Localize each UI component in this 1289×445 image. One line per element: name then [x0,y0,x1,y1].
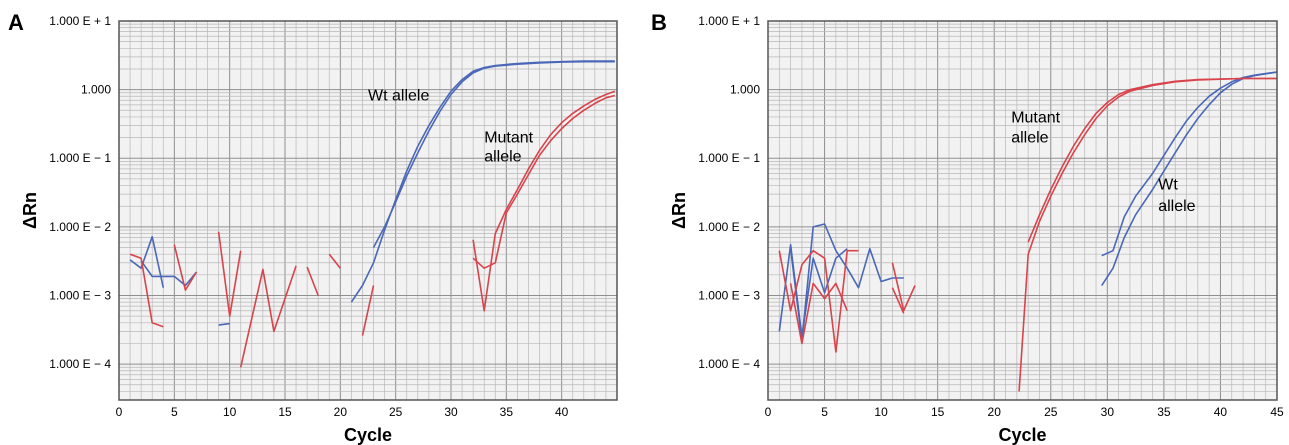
mutant-series-line [472,90,616,312]
y-tick-label: 1.000 E − 1 [49,151,111,165]
wt-series-line [372,60,615,248]
x-tick-label: 35 [500,405,514,419]
y-tick-label: 1.000 [81,83,111,97]
series-annotation: Mutant [1011,110,1060,127]
mutant-series-line [239,265,297,368]
wt-series-line [1101,71,1278,257]
y-tick-label: 1.000 [730,83,760,97]
panel-a-plot-area [119,21,617,400]
mutant-series-line [306,266,319,296]
panel-b-letter: B [651,10,667,35]
x-tick-label: 45 [1270,405,1284,419]
mutant-series-line [472,94,616,270]
y-tick-label: 1.000 E − 4 [49,357,111,371]
panel-a-chart: A 1.000 E − 41.000 E − 31.000 E − 21.000… [8,10,618,445]
mutant-series-line [789,282,848,345]
panel-b-y-tick-labels: 1.000 E − 4 1.000 E − 3 1.000 E − 2 1.000 E… [698,14,760,371]
wt-series-line [129,235,165,288]
panel-a-y-axis-title: ΔRn [20,192,40,229]
x-tick-label: 15 [931,405,945,419]
panel-a-x-tick-labels: 0 5 10 15 20 25 30 35 40 [116,405,569,419]
x-tick-label: 5 [821,405,828,419]
wt-series-line [140,260,198,287]
series-annotation: allele [1158,198,1195,215]
x-tick-label: 10 [874,405,888,419]
x-tick-label: 40 [555,405,569,419]
x-tick-label: 10 [223,405,237,419]
panel-b-x-tick-labels: 0 5 10 15 20 25 30 35 40 45 [765,405,1284,419]
series-annotation: Mutant [484,129,533,146]
x-tick-label: 30 [444,405,458,419]
panel-b-x-axis-title: Cycle [998,425,1046,445]
panel-a-series-group [129,60,616,368]
mutant-series-line [361,285,375,336]
panel-b-plot-frame [767,20,1278,401]
y-tick-label: 1.000 E − 2 [698,220,760,234]
mutant-series-line [217,231,242,318]
panel-a-plot-frame [118,20,618,401]
wt-series-line [778,243,848,338]
panel-a-letter: A [8,10,24,35]
x-tick-label: 40 [1214,405,1228,419]
panel-b-series-group [778,71,1278,392]
panel-a-x-axis-title: Cycle [344,425,392,445]
panel-b-chart: B 1.000 E − 41.000 E − 31.000 E − 21.000… [651,10,1284,445]
x-tick-label: 15 [278,405,292,419]
mutant-series-line [173,244,198,291]
mutant-series-line [328,253,341,269]
x-tick-label: 35 [1157,405,1171,419]
panel-b-annotations: Mutant allele Wt allele [1011,110,1196,215]
y-tick-label: 1.000 E − 4 [698,357,760,371]
x-tick-label: 0 [765,405,772,419]
wt-series-line [218,322,230,326]
series-annotation: Wt allele [368,87,429,104]
x-tick-label: 30 [1101,405,1115,419]
mutant-series-line [1027,77,1277,243]
y-tick-label: 1.000 E + 1 [698,14,760,28]
y-tick-label: 1.000 E − 1 [698,151,760,165]
wt-series-line [789,223,904,342]
series-annotation: Wt [1158,177,1178,194]
mutant-series-line [778,249,859,353]
series-annotation: allele [1011,129,1048,146]
panel-a-annotations: Wt allele Mutant allele [368,87,534,165]
series-annotation: allele [484,148,521,165]
x-tick-label: 5 [171,405,178,419]
x-tick-label: 0 [116,405,123,419]
y-tick-label: 1.000 E − 3 [698,288,760,302]
panel-a-grid [118,21,618,401]
mutant-series-line [891,262,916,312]
panel-b-y-axis-title: ΔRn [669,192,689,229]
y-tick-label: 1.000 E − 3 [49,288,111,302]
x-tick-label: 20 [334,405,348,419]
mutant-series-line [891,287,905,314]
panel-a-y-tick-labels: 1.000 E − 4 1.000 E − 3 1.000 E − 2 1.000 E… [49,14,111,371]
y-tick-label: 1.000 E + 1 [49,14,111,28]
x-tick-label: 25 [1044,405,1058,419]
mutant-series-line [129,253,164,328]
x-tick-label: 25 [389,405,403,419]
y-tick-label: 1.000 E − 2 [49,220,111,234]
x-tick-label: 20 [988,405,1002,419]
